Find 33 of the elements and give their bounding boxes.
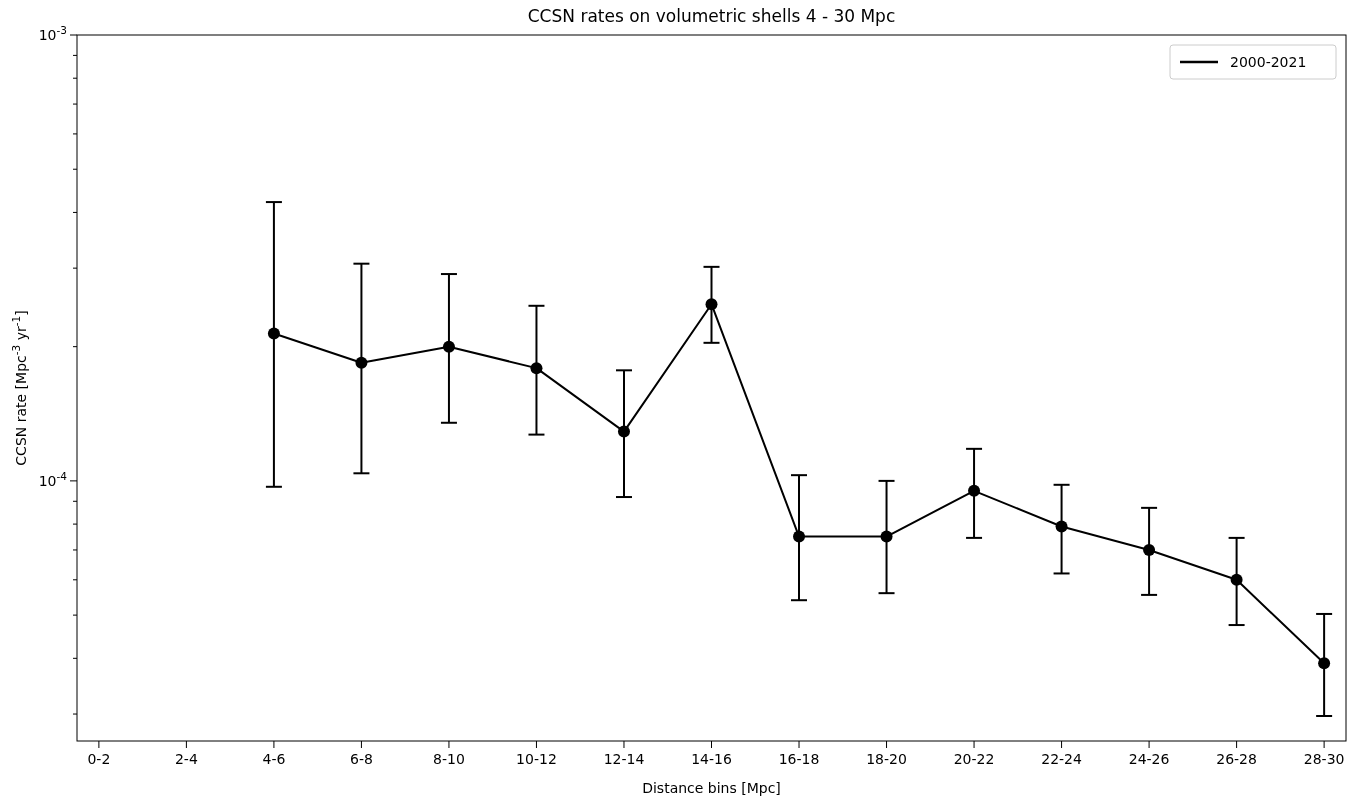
x-tick-label: 20-22	[953, 751, 995, 767]
point	[442, 340, 455, 353]
x-tick-label: 10-12	[516, 751, 557, 767]
point	[1055, 520, 1068, 533]
point	[705, 298, 718, 311]
point	[355, 356, 368, 369]
point	[1230, 573, 1243, 586]
point	[1318, 657, 1331, 670]
x-tick-label: 8-10	[433, 751, 465, 767]
x-tick-label: 14-16	[691, 751, 732, 767]
x-tick-label: 28-30	[1303, 751, 1345, 767]
legend-label: 2000-2021	[1230, 54, 1307, 70]
point	[968, 484, 981, 497]
point	[793, 530, 806, 543]
x-tick-label: 26-28	[1216, 751, 1257, 767]
point	[267, 327, 280, 340]
x-tick-label: 16-18	[778, 751, 820, 767]
x-tick-label: 6-8	[349, 751, 373, 767]
x-tick-label: 22-24	[1041, 751, 1082, 767]
chart-title: CCSN rates on volumetric shells 4 - 30 Mpc	[527, 6, 896, 26]
point	[530, 362, 543, 375]
point	[617, 425, 630, 438]
x-tick-label: 0-2	[87, 751, 111, 767]
x-tick-label: 24-26	[1128, 751, 1170, 767]
x-tick-label: 18-20	[866, 751, 907, 767]
point	[1143, 543, 1156, 556]
x-tick-label: 2-4	[174, 751, 198, 767]
y-tick-label: 10$^{-3}$	[38, 24, 67, 43]
x-axis-title: Distance bins [Mpc]	[642, 780, 781, 796]
point	[880, 530, 893, 543]
x-tick-label: 12-14	[603, 751, 645, 767]
x-tick-label: 4-6	[262, 751, 286, 767]
y-tick-label: 10$^{-4}$	[38, 469, 68, 489]
